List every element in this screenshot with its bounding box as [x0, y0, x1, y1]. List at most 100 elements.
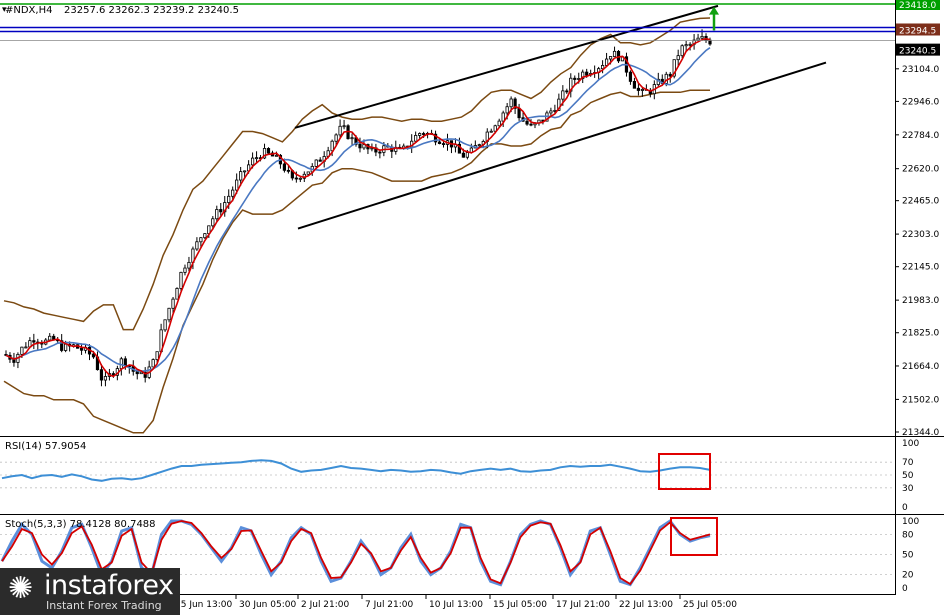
candle-body [489, 130, 493, 133]
axis-tick-label: 50 [902, 551, 914, 561]
up-arrow-icon [709, 6, 719, 15]
candle-body [199, 237, 203, 243]
axis-tick-label: 100 [902, 439, 919, 449]
candle-body [187, 261, 191, 269]
price-tick-label: 21502.0 [902, 395, 939, 405]
stochastic-axis: 100 80 50 20 0 [902, 517, 919, 594]
trend-channel [294, 4, 827, 230]
candle-body [549, 110, 553, 114]
stoch-signal-line [1, 520, 711, 586]
candle-body [99, 369, 104, 381]
bid-price-label-box [896, 23, 940, 36]
candle-body [32, 340, 36, 343]
candle-body [525, 120, 529, 125]
time-tick-label: 25 Jul 05:00 [683, 600, 737, 610]
channel-upper-line [294, 4, 719, 129]
candle-body [179, 271, 183, 289]
instaforex-logo: ✺ instaforex Instant Forex Trading [0, 568, 180, 615]
stochastic-panel: 100 80 50 20 0 Stoch(5,3,3) 78.4128 80.7488 [0, 517, 919, 594]
stoch-header: Stoch(5,3,3) 78.4128 80.7488 [5, 519, 156, 530]
candle-body [123, 358, 127, 366]
candle-body [513, 98, 517, 109]
candle-body [215, 209, 219, 220]
collapse-icon[interactable]: ▾ [2, 5, 7, 15]
price-tick-label: 22465.0 [902, 197, 939, 207]
stoch-highlight-box [670, 517, 718, 556]
axis-tick-label: 0 [902, 503, 908, 513]
candle-body [342, 125, 346, 128]
candle-body [282, 163, 287, 171]
logo-tagline: Instant Forex Trading [46, 599, 162, 612]
candle-body [167, 307, 171, 321]
candle-body [433, 133, 438, 143]
price-tick-label: 22303.0 [902, 230, 939, 240]
axis-tick-label: 30 [902, 484, 914, 494]
candle-body [688, 43, 692, 46]
candle-body [235, 179, 239, 191]
rsi-highlight-box [658, 453, 711, 490]
instaforex-logo-icon: ✺ [8, 571, 34, 606]
candle-body [91, 353, 96, 358]
axis-tick-label: 100 [902, 517, 919, 527]
candle-body [274, 154, 279, 157]
stochastic-lines [0, 518, 711, 587]
candle-body [517, 107, 521, 119]
candle-body [668, 73, 672, 77]
candle-body [636, 87, 641, 91]
price-tick-label: 22145.0 [902, 263, 939, 273]
fast-moving-average [5, 37, 711, 378]
candle-body [437, 141, 442, 144]
candle-body [477, 144, 481, 147]
candle-body [585, 71, 589, 76]
candle-body [505, 106, 509, 114]
candle-body [294, 177, 298, 180]
rsi-grid [0, 461, 895, 489]
candle-body [48, 335, 52, 341]
time-tick-label: 7 Jul 21:00 [365, 600, 414, 610]
stoch-main-line [0, 518, 711, 587]
candle-body [557, 98, 561, 111]
candle-body [330, 140, 334, 152]
candle-body [561, 90, 565, 100]
candle-body [171, 298, 175, 309]
candle-body [664, 73, 668, 84]
candle-body [601, 65, 605, 70]
axis-tick-label: 20 [902, 571, 914, 581]
candle-body [700, 36, 704, 39]
candle-body [338, 125, 342, 136]
candle-body [219, 209, 223, 213]
time-tick-label: 17 Jul 21:00 [556, 600, 610, 610]
rsi-header: RSI(14) 57.9054 [5, 441, 86, 452]
candle-body [680, 45, 684, 57]
main-price-axis: 23104.0 22946.0 22784.0 22620.0 22465.0 22303… [895, 65, 939, 438]
candle-body [708, 39, 712, 45]
candle-body [501, 112, 505, 122]
candle-body [64, 343, 68, 351]
candle-body [266, 148, 271, 154]
candle-body [612, 50, 617, 57]
candle-body [111, 373, 115, 376]
candle-body [195, 241, 199, 250]
candle-body [24, 346, 28, 349]
candle-body [672, 59, 676, 77]
moving-averages [5, 37, 711, 378]
last-price-label: 23240.5 [899, 47, 936, 57]
price-tick-label: 21983.0 [902, 296, 939, 306]
candle-body [509, 98, 513, 108]
axis-tick-label: 50 [902, 471, 914, 481]
candle-body [163, 319, 167, 331]
axis-tick-label: 80 [902, 530, 914, 540]
candle-body [422, 133, 426, 135]
candle-body [676, 55, 680, 61]
candle-body [155, 351, 159, 360]
candle-body [577, 78, 581, 80]
bollinger-bands [3, 17, 711, 434]
time-tick-label: 2 Jul 21:00 [301, 600, 350, 610]
time-tick-label: 22 Jul 13:00 [619, 600, 673, 610]
candle-body [457, 143, 462, 154]
candle-body [79, 347, 84, 351]
candle-body [581, 71, 585, 79]
candle-body [553, 110, 557, 112]
candle-body [640, 88, 644, 91]
